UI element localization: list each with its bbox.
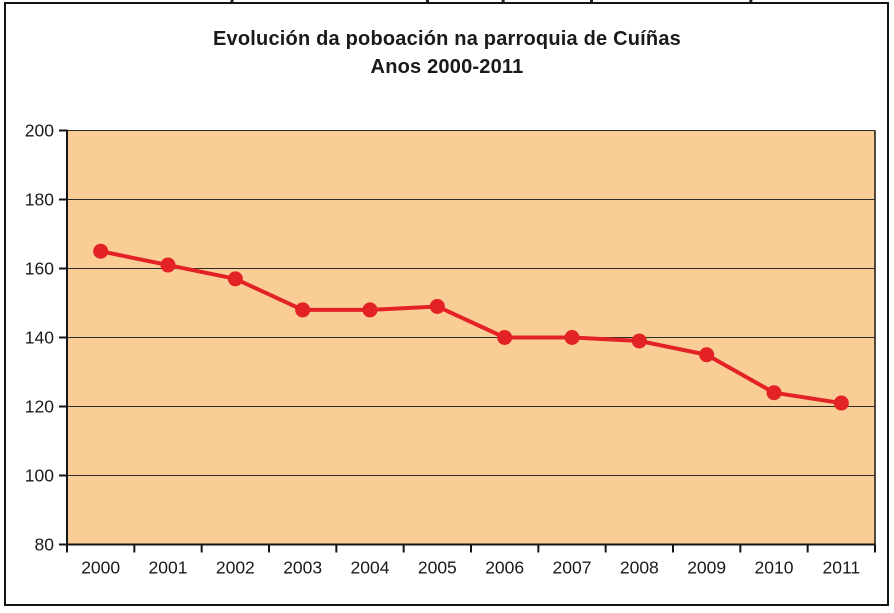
y-tick-label-180: 180: [25, 190, 54, 210]
data-point-2007: [564, 330, 580, 345]
chart-title-block: Evolución da poboación na parroquia de C…: [0, 25, 894, 81]
x-tick-label-2001: 2001: [149, 558, 188, 578]
y-tick-label-140: 140: [25, 328, 54, 348]
y-tick-label-80: 80: [35, 535, 55, 555]
data-point-2004: [362, 302, 378, 318]
y-tick-label-160: 160: [25, 259, 54, 279]
data-point-2010: [766, 385, 782, 401]
y-tick-label-120: 120: [25, 397, 54, 417]
data-point-2003: [295, 302, 311, 318]
data-point-2005: [429, 298, 445, 314]
x-tick-label-2006: 2006: [485, 558, 524, 578]
x-tick-label-2010: 2010: [755, 558, 794, 578]
data-point-2011: [833, 395, 849, 411]
data-point-2000: [93, 243, 109, 259]
data-point-2009: [699, 347, 715, 363]
data-point-2001: [160, 257, 176, 273]
data-line: [98, 249, 844, 406]
x-tick-label-2005: 2005: [418, 558, 457, 578]
x-tick-label-2003: 2003: [283, 558, 322, 578]
x-tick-label-2011: 2011: [823, 558, 861, 578]
x-tick-label-2004: 2004: [351, 558, 390, 578]
x-tick-label-2002: 2002: [216, 558, 255, 578]
chart-subtitle: Anos 2000-2011: [370, 56, 524, 78]
y-tick-label-200: 200: [25, 121, 54, 141]
data-point-2008: [631, 333, 647, 349]
y-tick-label-100: 100: [25, 466, 54, 486]
x-tick-label-2009: 2009: [687, 558, 726, 578]
x-tick-label-2008: 2008: [620, 558, 659, 578]
data-point-2002: [227, 271, 243, 287]
chart-title: Evolución da poboación na parroquia de C…: [213, 28, 681, 50]
data-point-2006: [497, 330, 513, 345]
x-tick-label-2007: 2007: [553, 558, 592, 578]
x-tick-label-2000: 2000: [81, 558, 120, 578]
